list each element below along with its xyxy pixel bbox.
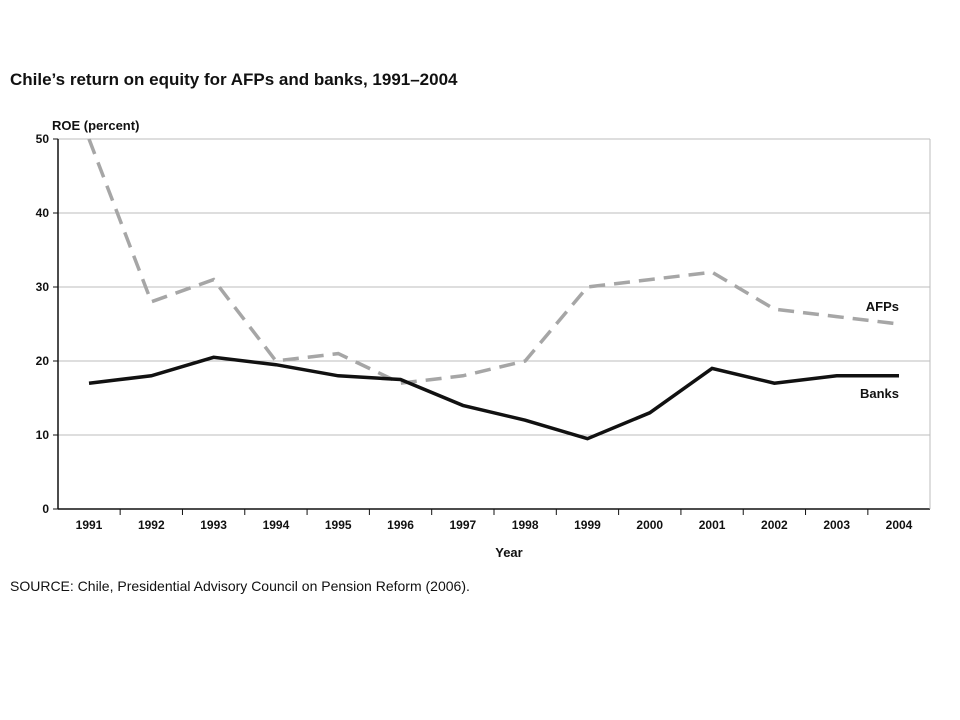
plot-frame — [57, 139, 931, 510]
y-tick-label: 20 — [36, 354, 50, 368]
y-axis-label: ROE (percent) — [52, 118, 139, 133]
chart-title: Chile’s return on equity for AFPs and ba… — [10, 70, 458, 89]
x-tick-label: 1993 — [200, 518, 227, 532]
series-lines — [87, 138, 900, 441]
x-tick-label: 2001 — [699, 518, 726, 532]
y-tick-label: 0 — [42, 502, 49, 516]
x-tick-label: 1992 — [138, 518, 165, 532]
x-tick-label: 1996 — [387, 518, 414, 532]
x-tick-label: 2004 — [886, 518, 913, 532]
series-line-banks — [88, 355, 899, 441]
x-tick-label: 1994 — [263, 518, 290, 532]
y-tick-label: 10 — [36, 428, 50, 442]
y-tick-label: 30 — [36, 280, 50, 294]
axis-ticks: 0 10 20 30 40 50 1991 1992 1993 1994 1995 1996 1997 1… — [36, 132, 913, 532]
series-label-banks: Banks — [860, 386, 899, 401]
gridlines — [58, 138, 930, 436]
x-tick-label: 2002 — [761, 518, 788, 532]
x-tick-label: 1991 — [76, 518, 103, 532]
x-tick-label: 1997 — [449, 518, 476, 532]
x-tick-label: 2003 — [823, 518, 850, 532]
series-label-afps: AFPs — [866, 299, 899, 314]
y-tick-label: 40 — [36, 206, 50, 220]
y-tick-label: 50 — [36, 132, 50, 146]
x-tick-label: 1995 — [325, 518, 352, 532]
source-note: SOURCE: Chile, Presidential Advisory Cou… — [10, 578, 470, 594]
x-tick-label: 1998 — [512, 518, 539, 532]
x-tick-label: 1999 — [574, 518, 601, 532]
x-tick-label: 2000 — [636, 518, 663, 532]
series-labels: AFPs Banks — [860, 299, 899, 401]
x-axis-label: Year — [495, 545, 522, 560]
series-line-afps — [87, 138, 900, 385]
